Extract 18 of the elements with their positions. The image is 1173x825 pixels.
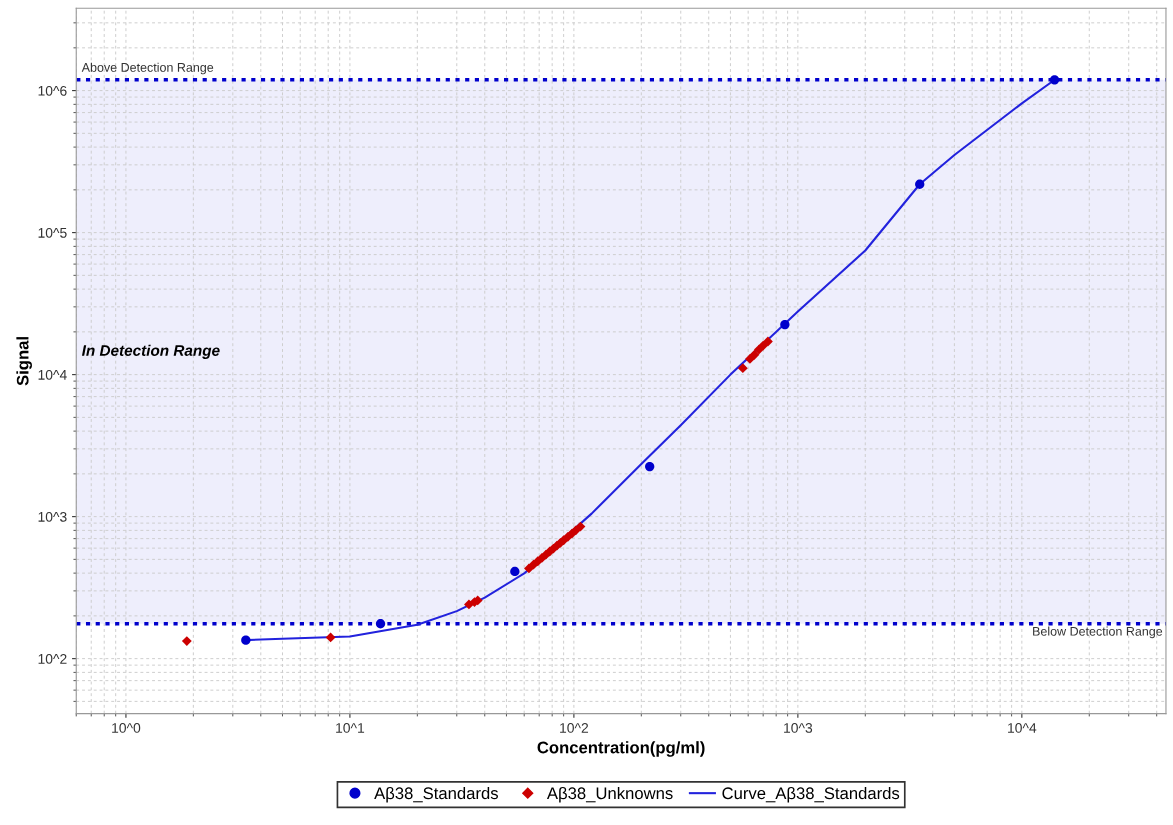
x-axis-title: Concentration(pg/ml)	[537, 741, 705, 757]
legend-label: Aβ38_Unknowns	[546, 786, 673, 803]
y-tick-label: 10^5	[38, 227, 67, 238]
y-axis-title: Signal	[16, 337, 32, 386]
ref-line-label: Above Detection Range	[81, 62, 214, 75]
y-tick-label: 10^3	[38, 511, 67, 522]
band-label: In Detection Range	[81, 344, 220, 359]
y-tick-label: 10^2	[38, 653, 67, 664]
x-tick-label: 10^2	[560, 723, 589, 733]
x-tick-label: 10^3	[784, 723, 813, 733]
x-tick-label: 10^1	[336, 723, 365, 733]
x-tick-label: 10^0	[112, 723, 141, 733]
legend-label: Curve_Aβ38_Standards	[722, 786, 900, 803]
ref-line-label: Below Detection Range	[1033, 626, 1163, 639]
y-tick-label: 10^6	[38, 85, 67, 96]
legend-label: Aβ38_Standards	[374, 786, 498, 803]
x-tick-label: 10^4	[1008, 723, 1037, 733]
y-tick-label: 10^4	[38, 369, 67, 380]
